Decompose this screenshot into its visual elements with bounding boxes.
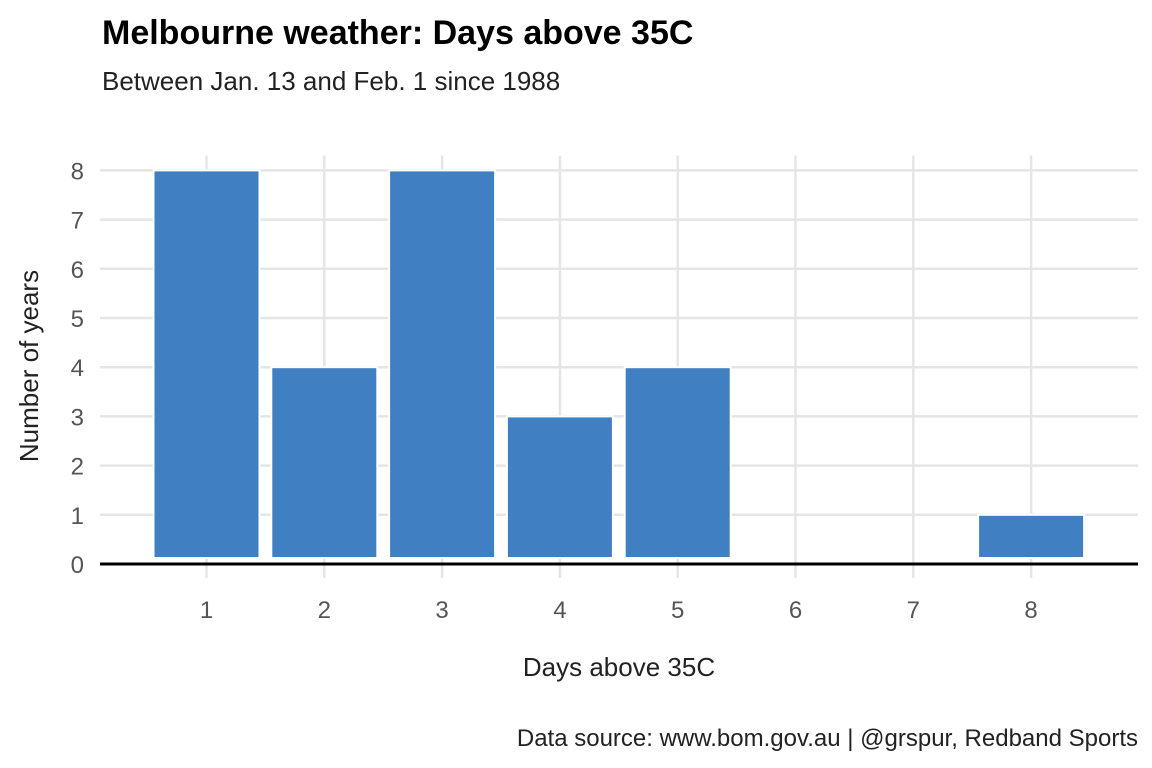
bar-2 [270, 366, 379, 560]
y-tick-label: 3 [71, 404, 84, 431]
y-tick-label: 5 [71, 306, 84, 333]
bar-1 [152, 169, 261, 559]
y-tick-label: 8 [71, 158, 84, 185]
chart-title: Melbourne weather: Days above 35C [102, 14, 693, 52]
bar-4 [505, 415, 614, 559]
x-axis-ticks: 1 2 3 4 5 6 7 8 [200, 597, 1038, 624]
y-axis-title: Number of years [14, 270, 44, 462]
y-tick-label: 7 [71, 208, 84, 235]
bar-5 [623, 366, 732, 560]
x-tick-label: 8 [1024, 597, 1037, 624]
x-tick-label: 4 [553, 597, 566, 624]
x-axis-title: Days above 35C [523, 652, 715, 682]
x-tick-label: 6 [789, 597, 802, 624]
x-tick-label: 7 [907, 597, 920, 624]
y-tick-label: 0 [71, 552, 84, 579]
y-tick-label: 2 [71, 454, 84, 481]
y-tick-label: 4 [71, 355, 84, 382]
y-tick-label: 6 [71, 257, 84, 284]
x-tick-label: 5 [671, 597, 684, 624]
bar-3 [388, 169, 497, 559]
bar-8 [977, 513, 1086, 559]
x-tick-label: 3 [435, 597, 448, 624]
x-tick-label: 1 [200, 597, 213, 624]
y-tick-label: 1 [71, 503, 84, 530]
chart-subtitle: Between Jan. 13 and Feb. 1 since 1988 [102, 66, 560, 96]
chart-caption: Data source: www.bom.gov.au | @grspur, R… [517, 725, 1138, 752]
y-axis-ticks: 0 1 2 3 4 5 6 7 8 [71, 158, 84, 579]
bars [152, 169, 1086, 560]
x-tick-label: 2 [318, 597, 331, 624]
